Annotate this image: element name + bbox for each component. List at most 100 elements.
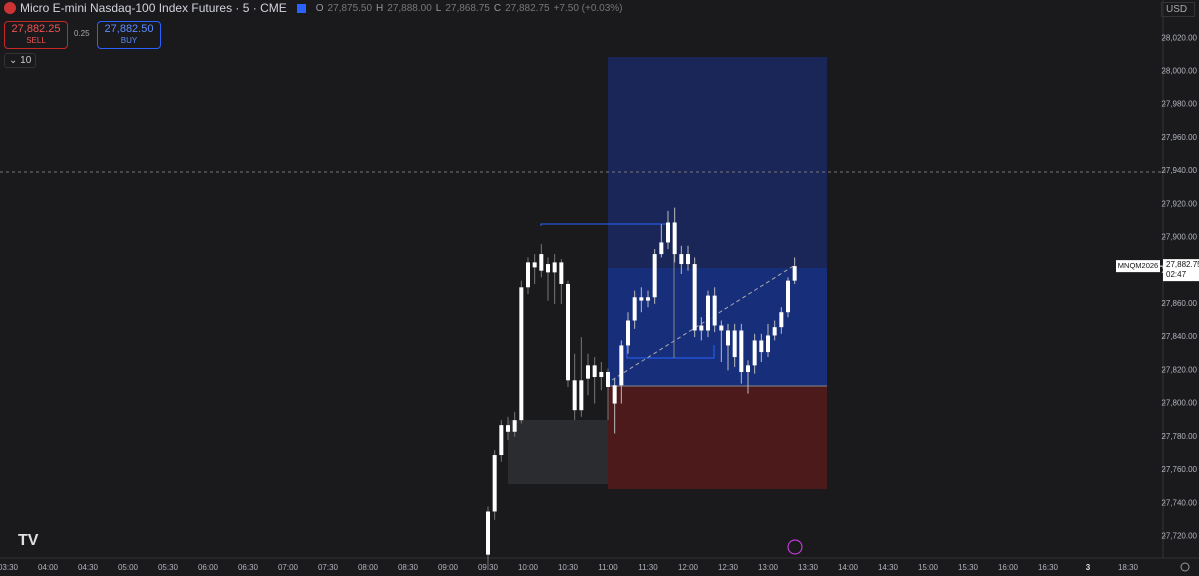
sell-price: 27,882.25	[11, 23, 61, 35]
candle-body	[739, 330, 744, 372]
candle-body	[539, 254, 544, 271]
candle-body	[692, 264, 697, 331]
flag	[4, 2, 16, 14]
candle-body	[586, 365, 590, 379]
candle-body	[759, 340, 764, 353]
event-icon[interactable]	[787, 539, 803, 555]
y-tick-label: 28,020.00	[1161, 33, 1197, 42]
last-price-box	[1163, 259, 1199, 282]
x-tick-label: 08:30	[398, 563, 419, 572]
x-tick-label: 11:00	[598, 563, 618, 572]
y-tick-label: 27,780.00	[1161, 432, 1197, 441]
candle-body	[779, 312, 784, 328]
candle-body	[726, 330, 730, 346]
x-tick-label: 10:30	[558, 563, 579, 572]
candle-body	[526, 262, 530, 288]
candle-body	[639, 297, 644, 301]
x-tick-label: 08:00	[358, 563, 379, 572]
x-tick-label: 07:30	[318, 563, 339, 572]
candle-body	[499, 425, 504, 456]
x-tick-label: 05:00	[118, 563, 139, 572]
candle-body	[732, 330, 737, 358]
drawing-box	[626, 345, 715, 359]
currency[interactable]: USD	[1161, 2, 1195, 17]
candle-body	[679, 254, 684, 265]
ohlc-label: C	[493, 2, 502, 14]
candle-body	[512, 420, 517, 432]
candle-body	[519, 287, 524, 421]
candle-body	[619, 345, 624, 386]
x-tick-label: 06:30	[238, 563, 259, 572]
candle-body	[612, 385, 617, 404]
profit-zone	[608, 268, 827, 386]
candle-body	[706, 295, 710, 331]
candle-body	[606, 372, 610, 387]
ohlc: 27,882.75	[505, 2, 550, 14]
candle-body	[532, 262, 537, 268]
last-price: 27,882.75	[1166, 260, 1199, 269]
sell-label: SELL	[26, 36, 46, 45]
stop-zone	[608, 386, 827, 489]
x-tick-label: 06:00	[198, 563, 219, 572]
drawing-line	[540, 223, 667, 226]
tag-icon	[296, 3, 306, 13]
candle-body	[786, 280, 790, 313]
y-tick-label: 27,800.00	[1161, 399, 1197, 408]
candle-body	[686, 254, 690, 265]
ohlc: 27,868.75	[445, 2, 490, 14]
candle-body	[492, 455, 497, 512]
candle-body	[652, 254, 657, 298]
x-tick-label: 12:00	[678, 563, 699, 572]
x-tick-label: 14:00	[838, 563, 859, 572]
candle-body	[572, 380, 577, 411]
quantity[interactable]: ⌄ 10	[4, 53, 37, 68]
sell-button[interactable]: 27,882.25 SELL	[4, 21, 68, 49]
settings-icon[interactable]	[1180, 562, 1190, 572]
x-tick-label: 13:30	[798, 563, 819, 572]
y-tick-label: 27,740.00	[1161, 498, 1197, 507]
x-tick-label: 05:30	[158, 563, 179, 572]
candle-body	[719, 325, 724, 331]
y-tick-label: 27,720.00	[1161, 532, 1197, 541]
y-tick-label: 27,840.00	[1161, 332, 1197, 341]
symbol[interactable]: Micro E-mini Nasdaq-100 Index Futures · …	[20, 1, 287, 15]
buy-price: 27,882.50	[104, 23, 154, 35]
symbol-tag-box	[1116, 260, 1160, 273]
buy-button[interactable]: 27,882.50 BUY	[97, 21, 161, 49]
ohlc: 27,888.00	[387, 2, 432, 14]
quantity-value: 10	[20, 55, 32, 66]
y-tick-label: 27,920.00	[1161, 199, 1197, 208]
candle-body	[666, 222, 670, 243]
y-tick-label: 27,980.00	[1161, 100, 1197, 109]
candle-body	[792, 266, 797, 281]
candle-body	[752, 340, 757, 366]
x-tick-label: 04:00	[38, 563, 59, 572]
x-tick-label: 03:30	[0, 563, 19, 572]
x-tick-label: 13:00	[758, 563, 779, 572]
ohlc-label: H	[376, 2, 384, 14]
target-zone	[608, 57, 827, 268]
candle-body	[659, 242, 664, 255]
candle-body	[772, 327, 777, 336]
x-tick-label: 18:30	[1118, 563, 1139, 572]
y-tick-label: 27,960.00	[1161, 133, 1197, 142]
candle-body	[559, 262, 564, 284]
range-box	[508, 420, 608, 484]
candle-body	[626, 320, 630, 346]
candle-body	[746, 365, 750, 372]
candle-body	[632, 297, 637, 321]
candle-body	[766, 335, 770, 353]
x-tick-label: 14:30	[878, 563, 899, 572]
x-tick-label: 11:30	[638, 563, 658, 572]
candle-body	[592, 365, 597, 377]
candle-body	[646, 297, 650, 301]
candle-body	[506, 425, 510, 432]
ohlc-label: L	[435, 2, 442, 14]
candle-body	[699, 325, 704, 331]
x-tick-label: 3	[1086, 563, 1091, 572]
x-tick-label: 16:30	[1038, 563, 1059, 572]
candle-body	[486, 511, 490, 555]
y-tick-label: 27,860.00	[1161, 299, 1197, 308]
